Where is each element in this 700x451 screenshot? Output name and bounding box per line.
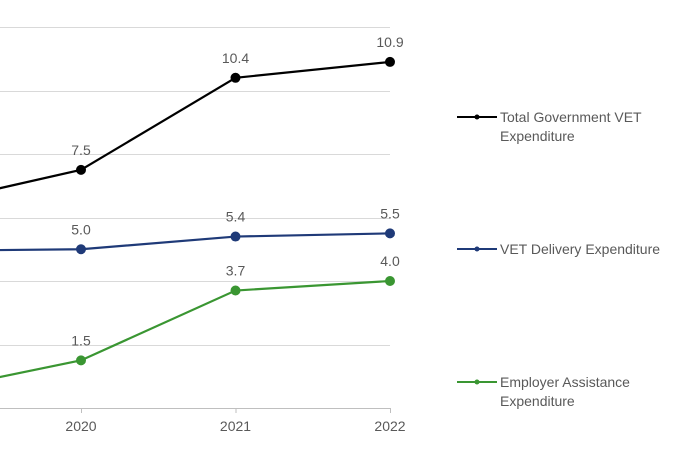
data-point: [385, 56, 395, 67]
series-1: 5.0 5.4 5.5: [0, 205, 400, 255]
data-point: [230, 231, 241, 242]
data-point: [76, 164, 86, 175]
x-tick-label: 2020: [65, 418, 96, 434]
data-label: 10.4: [222, 50, 249, 66]
data-point: [76, 355, 86, 366]
x-tick-label: 2021: [220, 418, 251, 434]
gridlines: [0, 27, 390, 409]
legend-label: Expenditure: [500, 128, 575, 144]
data-point: [230, 72, 241, 83]
data-label: 5.0: [71, 221, 91, 237]
legend: Total Government VET Expenditure VET Del…: [457, 109, 660, 409]
data-point: [385, 228, 395, 239]
x-axis: 2019202020212022: [65, 408, 406, 434]
data-label: 7.5: [71, 142, 91, 158]
legend-item-delivery[interactable]: VET Delivery Expenditure: [457, 241, 660, 257]
legend-label: VET Delivery Expenditure: [500, 241, 660, 257]
series-2: 1.5 3.7 4.0: [0, 253, 400, 379]
series-0: 7.5 10.4 10.9: [0, 34, 404, 190]
legend-label: Employer Assistance: [500, 374, 630, 390]
legend-item-total[interactable]: Total Government VET Expenditure: [457, 109, 642, 144]
x-tick-label: 2022: [374, 418, 405, 434]
data-label: 3.7: [226, 263, 246, 279]
legend-label: Total Government VET: [500, 109, 642, 125]
data-label: 10.9: [376, 34, 403, 50]
series-line: [0, 232, 391, 252]
legend-label: Expenditure: [500, 393, 575, 409]
data-point: [230, 285, 241, 296]
series-line: [0, 279, 391, 379]
legend-item-employer[interactable]: Employer Assistance Expenditure: [457, 374, 630, 409]
series-group: 7.5 10.4 10.9 5.0 5.4 5.5 1.5 3.7 4.0: [0, 34, 404, 379]
data-label: 5.5: [380, 205, 400, 221]
data-point: [385, 276, 395, 286]
data-point: [76, 244, 86, 255]
data-label: 4.0: [380, 253, 400, 269]
series-line: [0, 60, 391, 190]
data-label: 1.5: [71, 332, 91, 348]
data-label: 5.4: [226, 209, 246, 225]
